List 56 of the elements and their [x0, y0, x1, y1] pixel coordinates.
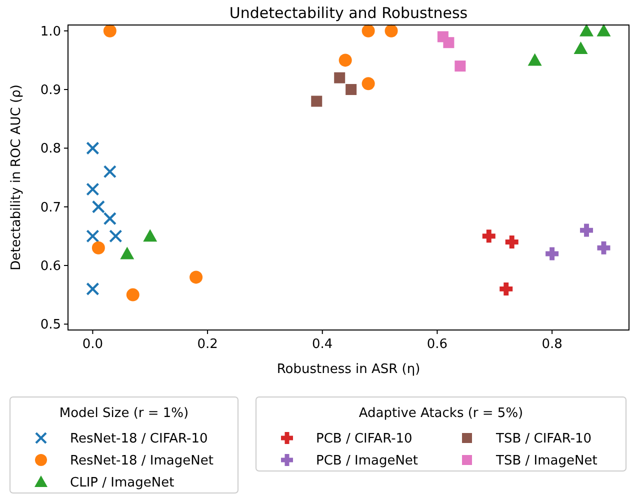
- y-tick-label: 0.5: [40, 318, 61, 333]
- legend-label: ResNet-18 / ImageNet: [70, 454, 214, 469]
- y-tick-label: 0.7: [40, 200, 61, 216]
- legend-label: TSB / CIFAR-10: [495, 432, 592, 447]
- point: [103, 212, 117, 226]
- point: [334, 72, 346, 84]
- point: [92, 241, 105, 254]
- point: [338, 54, 352, 67]
- point: [546, 247, 559, 260]
- point: [574, 41, 588, 54]
- point: [346, 84, 357, 96]
- y-axis-title: Detectability in ROC AUC (ρ): [9, 84, 24, 270]
- point: [580, 224, 594, 237]
- x-tick-label: 0.8: [542, 337, 562, 352]
- point: [443, 37, 454, 48]
- text: Model Size (r = 1%): [59, 406, 189, 421]
- x-tick-label: 0.0: [82, 337, 104, 352]
- point: [505, 236, 518, 249]
- point: [86, 230, 100, 243]
- x-tick-label: 0.2: [197, 337, 218, 352]
- x-tick-label: 0.6: [426, 337, 448, 352]
- point: [120, 246, 134, 260]
- point: [86, 142, 100, 155]
- point: [311, 96, 322, 107]
- y-tick-label: 0.8: [40, 142, 61, 157]
- legend-label: PCB / ImageNet: [316, 454, 418, 469]
- point: [362, 77, 375, 90]
- point: [596, 24, 611, 36]
- point: [482, 230, 496, 243]
- point: [500, 282, 513, 296]
- y-tick-label: 1.0: [40, 24, 61, 40]
- x-axis-title: Robustness in ASR (η): [276, 362, 420, 377]
- point: [454, 60, 466, 72]
- point: [528, 53, 542, 66]
- point: [126, 288, 140, 302]
- legend-label: TSB / ImageNet: [495, 454, 598, 469]
- y-tick-label: 0.9: [40, 83, 61, 98]
- point: [109, 230, 122, 243]
- point: [86, 282, 100, 296]
- point: [597, 241, 610, 254]
- y-tick-label: 0.6: [40, 259, 61, 274]
- point: [384, 24, 398, 38]
- point: [580, 24, 594, 36]
- point: [86, 182, 100, 196]
- point: [92, 200, 106, 214]
- legend-label: ResNet-18 / CIFAR-10: [70, 432, 208, 447]
- legend-label: CLIP / ImageNet: [70, 476, 174, 491]
- point: [143, 229, 158, 242]
- legend-label: PCB / CIFAR-10: [316, 432, 412, 447]
- point: [362, 24, 375, 38]
- text: Adaptive Atacks (r = 5%): [358, 406, 524, 421]
- point: [190, 270, 203, 284]
- chart-title: Undetectability and Robustness: [229, 4, 468, 22]
- point: [103, 24, 116, 38]
- point: [103, 165, 117, 178]
- x-tick-label: 0.4: [312, 337, 333, 352]
